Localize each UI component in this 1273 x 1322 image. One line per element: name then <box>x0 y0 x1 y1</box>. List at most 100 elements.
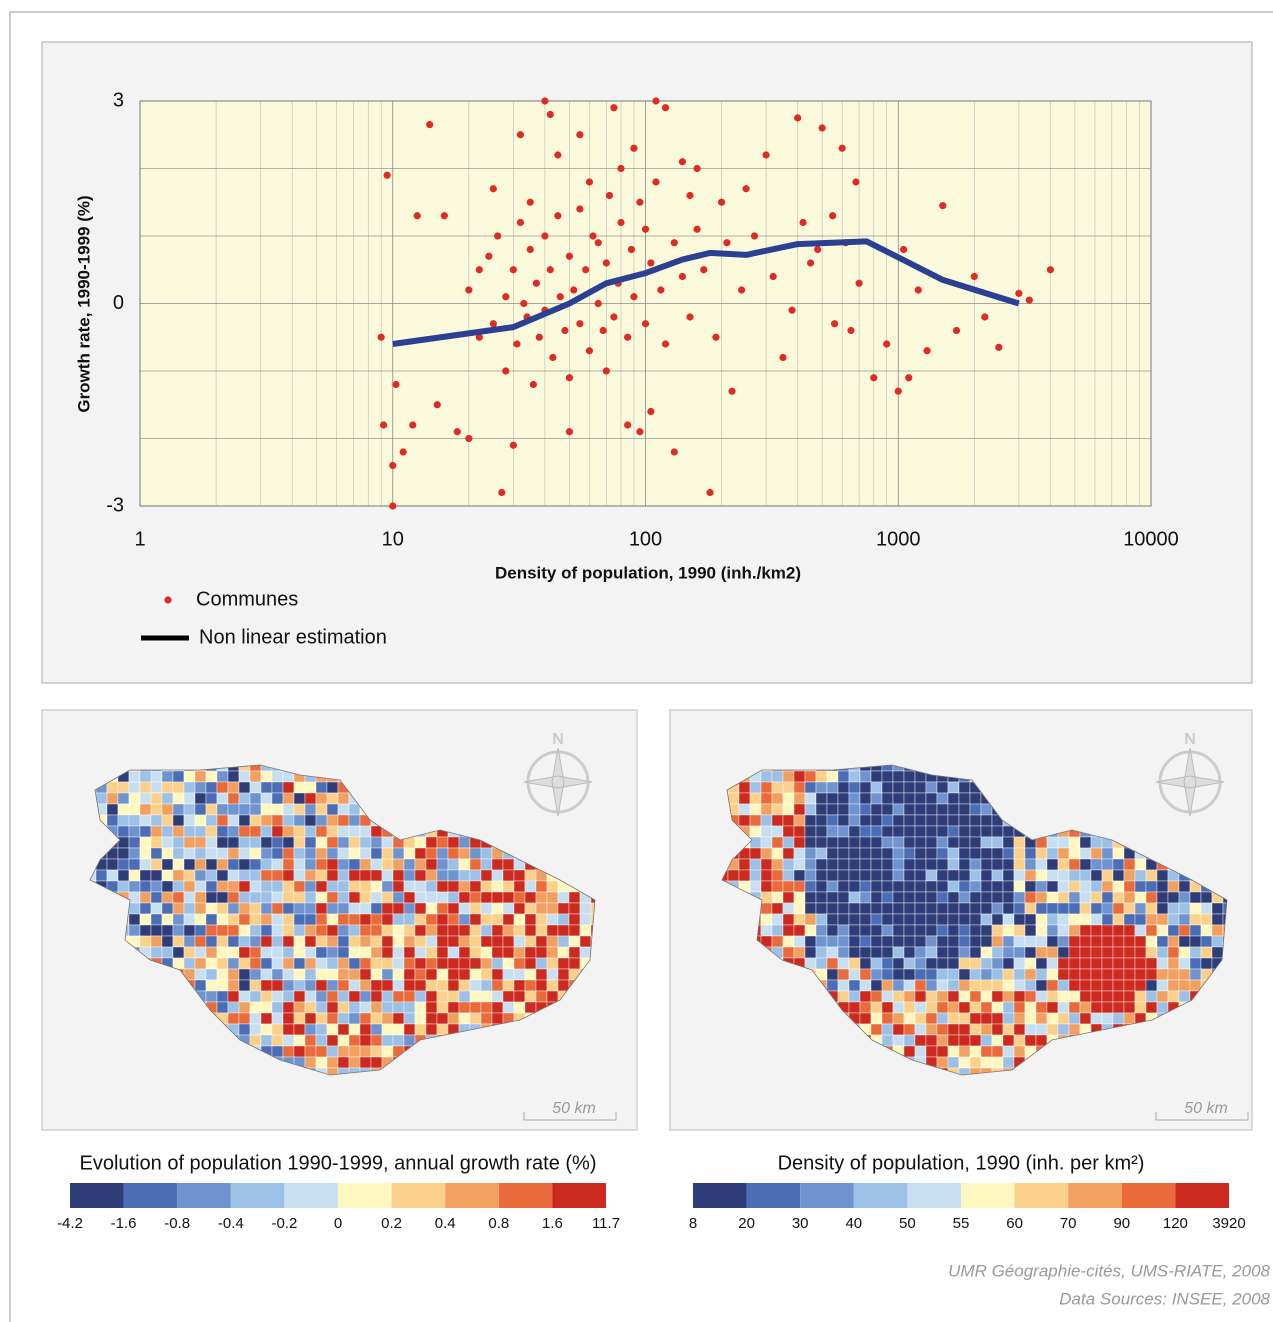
map-cell <box>937 925 948 936</box>
map-cell <box>393 991 404 1002</box>
map-cell <box>239 925 250 936</box>
map-cell <box>316 859 327 870</box>
map-cell <box>1091 958 1102 969</box>
map-cell <box>882 881 893 892</box>
legend-break: -1.6 <box>111 1215 137 1232</box>
map-cell <box>893 925 904 936</box>
map-cell <box>393 1024 404 1035</box>
map-cell <box>283 903 294 914</box>
map-cell <box>382 958 393 969</box>
map-cell <box>536 903 547 914</box>
map-cell <box>239 958 250 969</box>
map-cell <box>327 1002 338 1013</box>
map-cell <box>926 947 937 958</box>
map-cell <box>404 936 415 947</box>
scatter-point <box>392 381 399 388</box>
map-cell <box>959 925 970 936</box>
map-cell <box>816 925 827 936</box>
scatter-point <box>465 435 472 442</box>
map-cell <box>481 859 492 870</box>
map-cell <box>283 969 294 980</box>
map-cell <box>970 859 981 870</box>
map-cell <box>140 925 151 936</box>
map-cell <box>525 881 536 892</box>
map-cell <box>217 837 228 848</box>
map-cell <box>239 804 250 815</box>
map-cell <box>871 958 882 969</box>
map-cell <box>459 969 470 980</box>
map-cell <box>206 914 217 925</box>
map-cell <box>448 947 459 958</box>
map-cell <box>1102 848 1113 859</box>
map-cell <box>448 991 459 1002</box>
map-cell <box>1102 991 1113 1002</box>
map-cell <box>239 881 250 892</box>
map-cell <box>1201 925 1212 936</box>
map-cell <box>283 991 294 1002</box>
scatter-point <box>527 199 534 206</box>
map-cell <box>481 936 492 947</box>
map-cell <box>981 1035 992 1046</box>
map-cell <box>860 815 871 826</box>
map-cell <box>783 848 794 859</box>
map-cell <box>316 914 327 925</box>
map-cell <box>1003 925 1014 936</box>
map-cell <box>217 903 228 914</box>
map-cell <box>926 903 937 914</box>
legend-break: 0 <box>334 1215 342 1232</box>
map-cell <box>915 826 926 837</box>
map-cell <box>948 826 959 837</box>
map-cell <box>481 1002 492 1013</box>
scatter-point <box>1047 266 1054 273</box>
map-cell <box>305 848 316 859</box>
map-cell <box>305 1057 316 1068</box>
map-cell <box>536 925 547 936</box>
map-cell <box>1157 991 1168 1002</box>
map-cell <box>948 1024 959 1035</box>
scatter-point <box>628 246 635 253</box>
map-cell <box>970 914 981 925</box>
scatter-point <box>566 428 573 435</box>
map-cell <box>492 1002 503 1013</box>
map-cell <box>805 804 816 815</box>
map-cell <box>1047 848 1058 859</box>
map-cell <box>261 804 272 815</box>
map-cell <box>327 881 338 892</box>
map-cell <box>415 859 426 870</box>
map-cell <box>871 859 882 870</box>
map-cell <box>816 804 827 815</box>
map-cell <box>283 1035 294 1046</box>
map-cell <box>239 771 250 782</box>
map-cell <box>459 1013 470 1024</box>
map-cell <box>981 826 992 837</box>
map-cell <box>838 936 849 947</box>
map-cell <box>404 1013 415 1024</box>
map-cell <box>294 892 305 903</box>
map-cell <box>316 969 327 980</box>
map-cell <box>206 804 217 815</box>
map-cell <box>118 870 129 881</box>
map-cell <box>283 804 294 815</box>
map-cell <box>228 958 239 969</box>
map-cell <box>382 837 393 848</box>
map-cell <box>129 848 140 859</box>
map-cell <box>283 859 294 870</box>
map-cell <box>772 892 783 903</box>
map-cell <box>915 1002 926 1013</box>
map-cell <box>904 914 915 925</box>
legend-break: 1.6 <box>542 1215 563 1232</box>
map-cell <box>195 804 206 815</box>
map-cell <box>882 947 893 958</box>
map-cell <box>1003 1024 1014 1035</box>
map-cell <box>140 870 151 881</box>
map-cell <box>140 881 151 892</box>
map-cell <box>860 903 871 914</box>
map-cell <box>294 947 305 958</box>
map-cell <box>893 1035 904 1046</box>
map-cell <box>459 859 470 870</box>
map-cell <box>404 881 415 892</box>
map-cell <box>481 969 492 980</box>
map-cell <box>173 947 184 958</box>
map-cell <box>448 1013 459 1024</box>
map-cell <box>1190 947 1201 958</box>
